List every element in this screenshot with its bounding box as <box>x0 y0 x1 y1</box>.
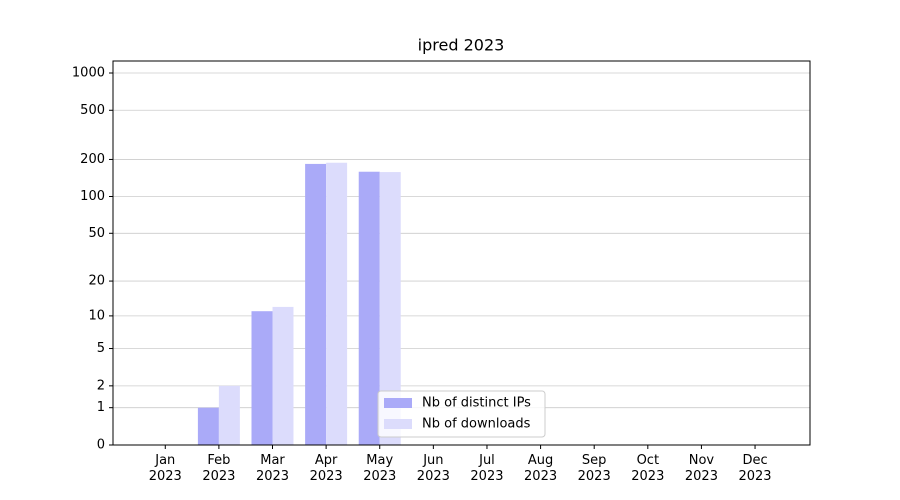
x-tick-label: Oct 2023 <box>631 453 665 484</box>
y-tick-label: 10 <box>88 308 105 323</box>
x-tick-label: Jul 2023 <box>470 453 504 484</box>
y-tick-label: 50 <box>88 226 105 241</box>
x-tick-label: Apr 2023 <box>309 453 343 484</box>
plot-frame <box>112 60 811 446</box>
legend-swatch <box>384 398 412 408</box>
x-tick-label: Feb 2023 <box>202 453 236 484</box>
bar <box>326 162 348 446</box>
y-tick-label: 0 <box>97 438 105 453</box>
legend-swatch <box>384 419 412 429</box>
y-tick-label: 100 <box>80 189 105 204</box>
x-tick-label: Dec 2023 <box>738 453 772 484</box>
bar <box>379 172 401 445</box>
x-tick-label: Jan 2023 <box>148 453 182 484</box>
bar <box>218 385 240 445</box>
bar <box>251 311 273 445</box>
y-tick-label: 1000 <box>72 66 105 81</box>
x-tick-label: Jun 2023 <box>416 453 450 484</box>
x-tick-label: Sep 2023 <box>577 453 611 484</box>
bar <box>272 306 294 445</box>
chart-title: ipred 2023 <box>418 36 505 55</box>
x-tick-label: May 2023 <box>363 453 397 484</box>
y-tick-label: 200 <box>80 152 105 167</box>
bar <box>197 407 219 445</box>
legend-label: Nb of distinct IPs <box>422 396 531 411</box>
bar <box>358 171 380 445</box>
legend-box <box>377 390 546 438</box>
legend: Nb of distinct IPs Nb of downloads <box>377 390 546 438</box>
y-tick-label: 2 <box>97 378 105 393</box>
y-tick-label: 500 <box>80 103 105 118</box>
bar <box>305 163 327 445</box>
y-tick-label: 20 <box>88 274 105 289</box>
y-tick-label: 5 <box>97 341 105 356</box>
x-tick-label: Mar 2023 <box>255 453 290 484</box>
legend-label: Nb of downloads <box>422 417 531 432</box>
y-tick-label: 1 <box>97 400 105 415</box>
x-tick-label: Aug 2023 <box>524 453 558 484</box>
x-tick-label: Nov 2023 <box>684 453 718 484</box>
